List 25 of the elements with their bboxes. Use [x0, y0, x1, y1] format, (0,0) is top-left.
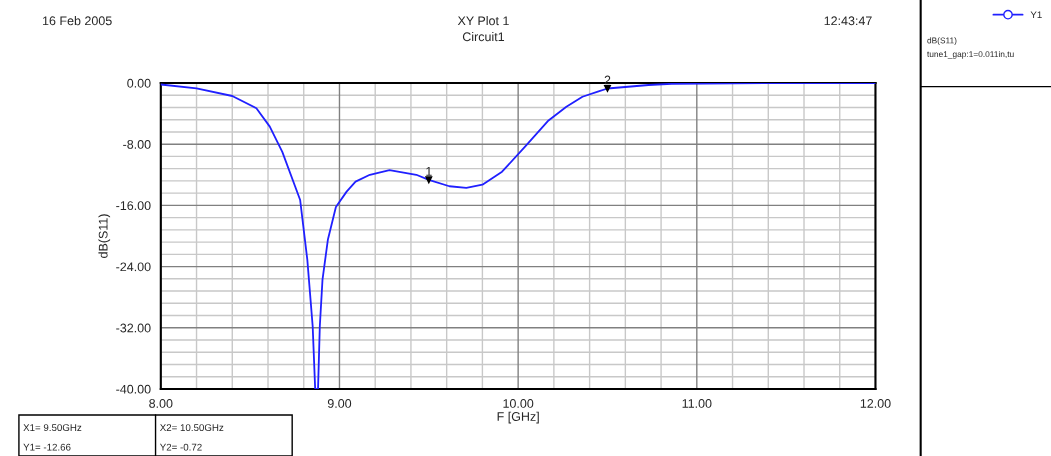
- chart-subtitle: Circuit1: [462, 31, 505, 42]
- x-tick-label: 8.00: [149, 399, 173, 408]
- text: X1= 9.50GHz: [23, 424, 82, 432]
- y-tick-label: -40.00: [116, 384, 151, 394]
- y-axis-title: dB(S11): [98, 214, 111, 258]
- x-tick-label: 10.00: [503, 399, 534, 408]
- text: 16 Feb 2005: [42, 16, 112, 26]
- annotation: 1: [426, 167, 432, 176]
- text: Y1= -12.66: [23, 443, 71, 451]
- y-tick-label: -24.00: [116, 262, 151, 272]
- chart-title: XY Plot 1: [457, 16, 509, 26]
- y-tick-label: -32.00: [116, 323, 151, 333]
- x-axis-title: F [GHz]: [497, 411, 539, 424]
- y-tick-label: -16.00: [116, 201, 151, 211]
- text: dB(S11): [927, 37, 957, 46]
- legend-label: Y1: [1030, 11, 1042, 19]
- y-tick-label: -8.00: [123, 139, 151, 149]
- text: X2= 10.50GHz: [159, 424, 224, 432]
- text: Y2= -0.72: [159, 443, 202, 451]
- x-tick-label: 12.00: [860, 399, 891, 408]
- text: 12:43:47: [824, 16, 872, 26]
- x-tick-label: 11.00: [682, 399, 712, 408]
- y-tick-label: 0.00: [127, 78, 151, 88]
- text: tune1_gap:1=0.011in,tu: [927, 50, 1014, 59]
- x-tick-label: 9.00: [327, 399, 352, 408]
